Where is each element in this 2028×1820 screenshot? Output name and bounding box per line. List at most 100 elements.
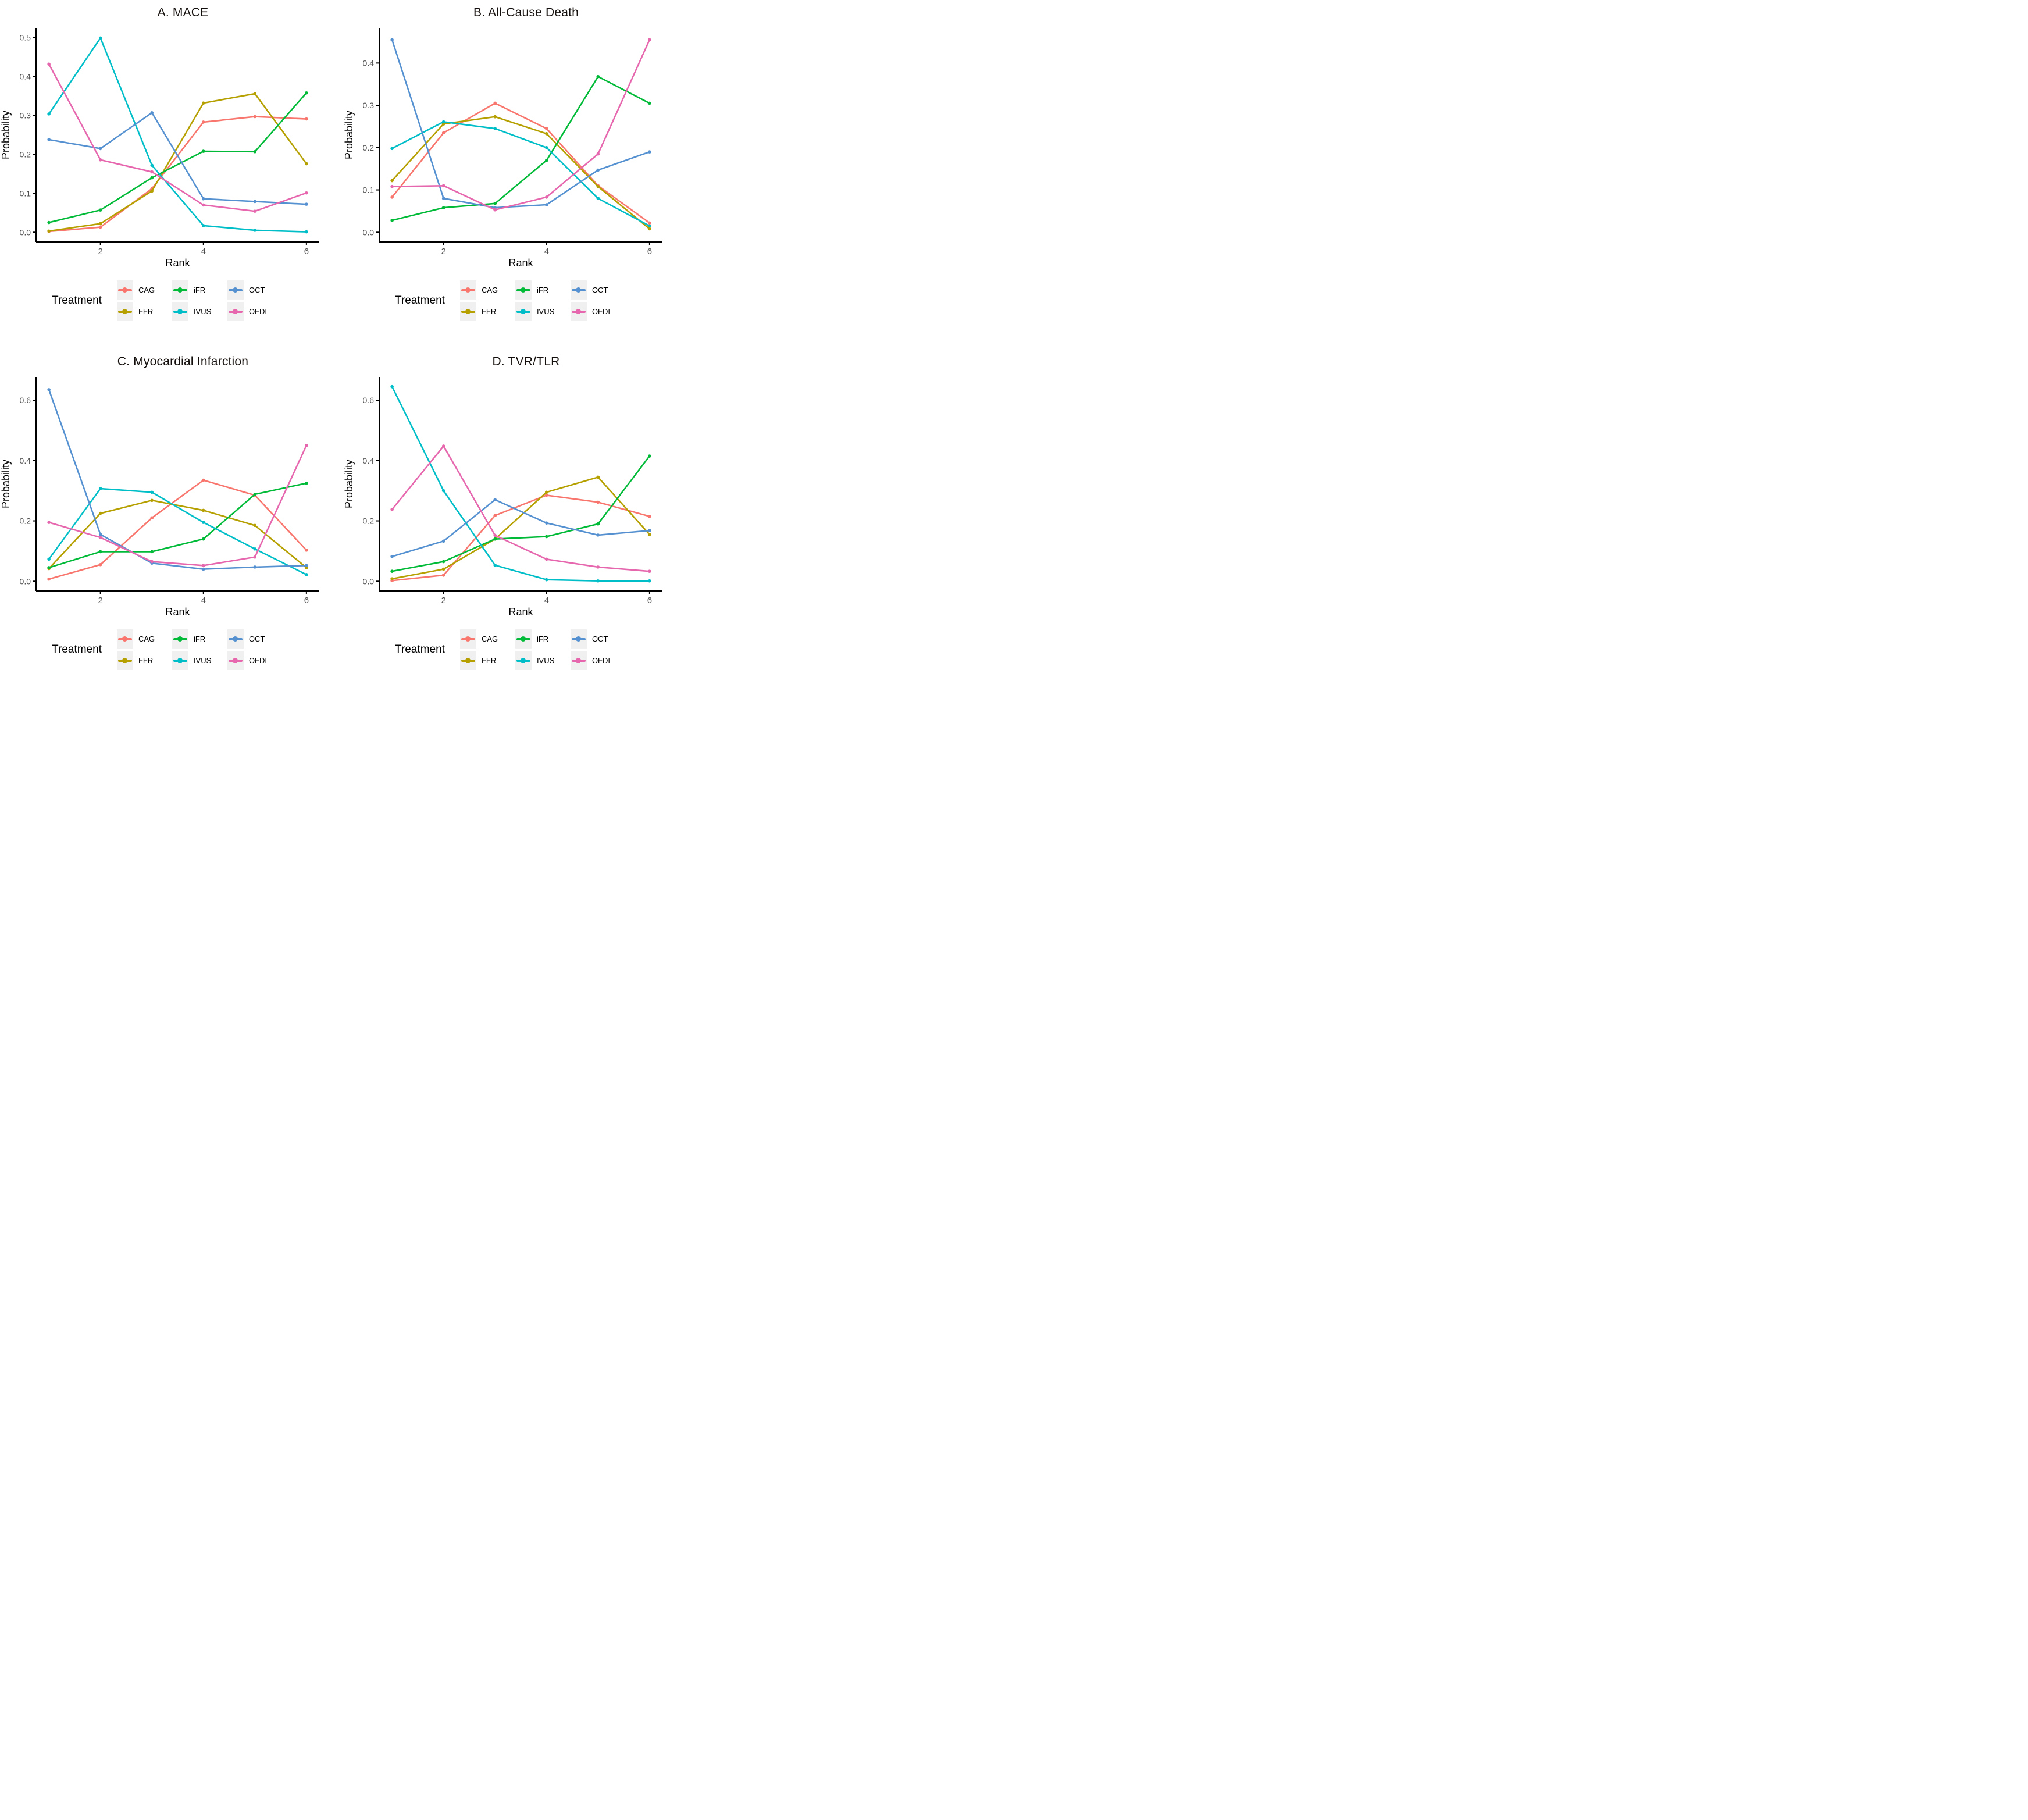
legend-item-ivus: IVUS — [172, 650, 222, 671]
y-tick-label: 0.3 — [363, 101, 375, 110]
x-tick-label: 6 — [304, 596, 309, 606]
legend-label: FFR — [481, 656, 497, 665]
series-line-OCT — [48, 112, 308, 205]
series-point-OCT — [441, 539, 445, 543]
legend-item-ivus: IVUS — [515, 650, 565, 671]
series-point-OFDI — [253, 555, 257, 559]
legend-item-ffr: FFR — [116, 650, 166, 671]
series-point-OCT — [47, 138, 51, 141]
legend-item-ffr: FFR — [459, 301, 509, 322]
y-tick-label: 0.4 — [20, 72, 31, 81]
plot-area: 0.0 0.1 0.2 0.3 0.4 2 4 6 Rank Probability — [343, 28, 662, 269]
series-point-FFR — [596, 475, 600, 479]
y-axis-title: Probability — [0, 460, 12, 508]
legend: Treatment CAG FFR iFR — [343, 628, 672, 671]
y-tick-label: 0.2 — [363, 517, 375, 526]
series-line-CAG — [391, 102, 651, 224]
series-point-OCT — [150, 111, 154, 115]
panel-title: C. Myocardial Infarction — [117, 355, 249, 368]
series-point-OFDI — [201, 564, 205, 568]
x-tick-label: 2 — [98, 596, 103, 606]
series-point-OFDI — [390, 184, 394, 188]
series-line-iFR — [48, 92, 308, 223]
series-point-CAG — [441, 131, 445, 135]
series-point-FFR — [98, 511, 102, 515]
legend-label: CAG — [138, 286, 155, 294]
series-point-OCT — [596, 533, 600, 537]
y-axis-title: Probability — [343, 111, 355, 159]
legend-key-icon — [515, 302, 532, 321]
series-point-iFR — [596, 522, 600, 526]
series-point-OFDI — [201, 203, 205, 207]
legend-key-icon — [459, 302, 476, 321]
series-point-IVUS — [390, 384, 394, 389]
legend-label: IVUS — [193, 656, 212, 665]
series-point-iFR — [596, 74, 600, 79]
series-point-iFR — [47, 220, 51, 225]
y-axis-title: Probability — [0, 111, 12, 159]
series-point-OFDI — [648, 569, 651, 573]
series-point-CAG — [305, 117, 308, 121]
x-tick-label: 4 — [544, 247, 549, 257]
series-point-IVUS — [253, 229, 257, 232]
series-line-OCT — [48, 389, 308, 570]
legend-key-icon — [227, 629, 244, 649]
series-point-IVUS — [441, 120, 445, 124]
series-point-CAG — [305, 549, 308, 552]
legend-title: Treatment — [52, 294, 102, 307]
legend-label: FFR — [138, 656, 154, 665]
y-tick-label: 0.0 — [20, 227, 31, 237]
panel-myocardial-infarction: C. Myocardial Infarction 0.0 0.2 0.4 0.6 2 4 6… — [0, 355, 343, 671]
series-point-FFR — [150, 498, 154, 503]
legend-key-icon — [227, 651, 244, 670]
y-tick-label: 0.2 — [20, 517, 31, 526]
legend-key-icon — [227, 302, 244, 321]
legend-item-cag: CAG — [459, 628, 509, 650]
series-point-iFR — [305, 91, 308, 95]
legend-key-icon — [172, 629, 188, 649]
series-point-iFR — [201, 149, 205, 153]
series-point-iFR — [98, 208, 102, 212]
series-point-CAG — [201, 120, 205, 124]
series-point-iFR — [253, 149, 257, 154]
series-point-IVUS — [596, 579, 600, 583]
series-point-CAG — [253, 115, 257, 119]
legend-item-ifr: iFR — [515, 279, 565, 301]
legend-label: FFR — [481, 307, 497, 316]
series-point-FFR — [648, 533, 651, 536]
series-point-OFDI — [305, 444, 308, 447]
legend-label: OFDI — [591, 307, 610, 316]
legend-key-icon — [459, 651, 476, 670]
legend-key-icon — [227, 280, 244, 300]
series-point-CAG — [98, 225, 102, 229]
legend-label: OCT — [591, 286, 608, 294]
legend-label: IVUS — [536, 656, 555, 665]
series-point-FFR — [305, 162, 308, 166]
series-point-OCT — [596, 168, 600, 172]
series-point-IVUS — [648, 224, 651, 228]
series-point-iFR — [390, 569, 394, 573]
series-point-CAG — [98, 562, 102, 567]
series-line-FFR — [391, 116, 651, 230]
series-point-OCT — [98, 533, 102, 536]
series-point-OFDI — [596, 152, 600, 156]
series-point-IVUS — [596, 197, 600, 200]
series-point-iFR — [47, 566, 51, 569]
legend-label: OCT — [248, 635, 265, 643]
series-point-iFR — [305, 481, 308, 485]
legend-item-ifr: iFR — [172, 279, 222, 301]
y-tick-label: 0.1 — [363, 186, 375, 195]
series-point-IVUS — [493, 563, 497, 567]
series-point-IVUS — [201, 224, 205, 227]
panel-mace: A. MACE 0.0 0.1 0.2 0.3 0.4 0.5 2 4 6 Rank Probabi… — [0, 6, 343, 322]
y-tick-label: 0.2 — [363, 143, 375, 152]
series-point-OCT — [253, 565, 257, 569]
series-point-IVUS — [98, 487, 102, 490]
series-line-iFR — [391, 76, 651, 222]
x-tick-label: 4 — [201, 596, 206, 606]
series-point-FFR — [441, 567, 445, 571]
legend-label: iFR — [193, 635, 206, 643]
series-point-iFR — [544, 535, 548, 539]
series-point-OCT — [493, 498, 497, 502]
legend-key-icon — [570, 302, 587, 321]
